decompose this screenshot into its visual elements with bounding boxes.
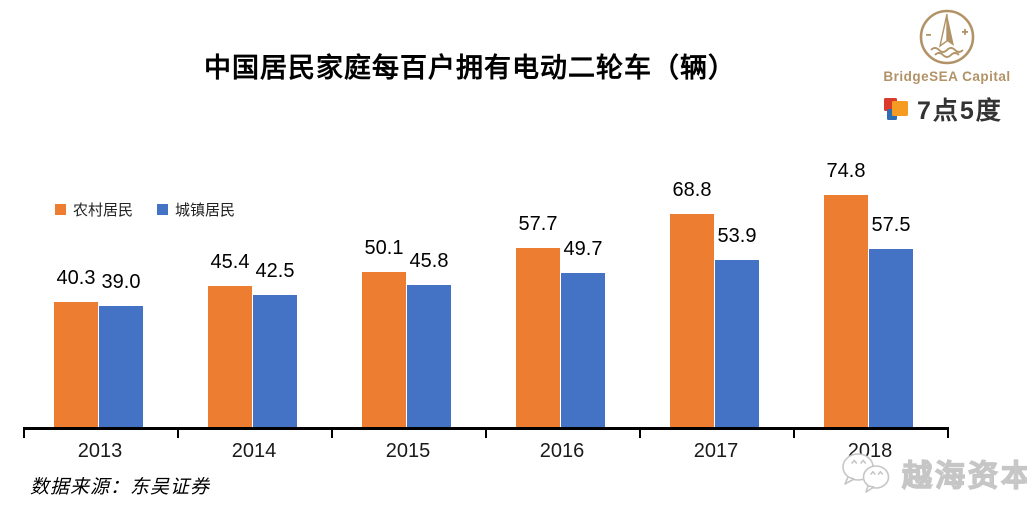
x-tick-label-2015: 2015 (385, 440, 431, 462)
x-tick-label-2017: 2017 (693, 440, 739, 462)
bar-rural-2017 (670, 214, 714, 427)
value-label-urban-2016: 49.7 (563, 238, 603, 260)
value-label-rural-2015: 50.1 (364, 237, 404, 259)
seven-five-degrees-logo: 7点5度 (879, 91, 1015, 127)
legend-swatch-rural (55, 204, 66, 215)
watermark: 越海资本 (838, 450, 1027, 496)
x-axis-tick (23, 428, 25, 438)
bar-urban-2015 (407, 285, 451, 427)
x-axis-tick (639, 428, 641, 438)
legend-label-urban: 城镇居民 (175, 202, 236, 219)
bar-urban-2013 (99, 306, 143, 427)
legend-swatch-urban (157, 204, 169, 215)
x-axis-tick (485, 428, 487, 438)
value-label-rural-2017: 68.8 (672, 179, 712, 201)
value-label-urban-2014: 42.5 (255, 260, 295, 282)
value-label-rural-2013: 40.3 (56, 267, 96, 289)
x-axis-tick (947, 428, 949, 438)
wechat-icon (842, 453, 890, 493)
source-note: 数据来源：东吴证券 (30, 477, 211, 498)
legend-label-rural: 农村居民 (73, 202, 134, 219)
bar-urban-2017 (715, 260, 759, 427)
value-label-rural-2018: 74.8 (826, 160, 866, 182)
chart-legend: 农村居民 城镇居民 (55, 199, 259, 220)
x-axis-tick (177, 428, 179, 438)
bar-rural-2018 (824, 195, 868, 427)
value-label-urban-2017: 53.9 (717, 225, 757, 247)
seven-five-degrees-text: 7点5度 (917, 97, 1003, 125)
brand-block: BridgeSEA Capital 7点5度 (879, 6, 1015, 127)
bridgesea-logo-icon (919, 9, 975, 65)
value-label-rural-2016: 57.7 (518, 213, 558, 235)
value-label-rural-2014: 45.4 (210, 251, 250, 273)
bar-urban-2018 (869, 249, 913, 427)
seven-five-degrees-logo-icon (884, 97, 908, 120)
bar-rural-2014 (208, 286, 252, 427)
bridgesea-logo-text: BridgeSEA Capital (883, 69, 1011, 84)
legend-item-rural: 农村居民 (55, 199, 133, 220)
x-axis-tick (331, 428, 333, 438)
bar-chart-plot: 40.3 39.0 2013 45.4 42.5 2014 50.1 45.8 2015 57.7… (23, 161, 949, 462)
value-label-urban-2018: 57.5 (871, 214, 911, 236)
value-label-urban-2015: 45.8 (409, 250, 449, 272)
bar-urban-2014 (253, 295, 297, 427)
watermark-text: 越海资本 (901, 459, 1027, 493)
bar-rural-2016 (516, 248, 560, 427)
chart-title: 中国居民家庭每百户拥有电动二轮车（辆） (204, 53, 736, 83)
x-tick-label-2014: 2014 (231, 440, 277, 462)
legend-item-urban: 城镇居民 (157, 199, 235, 220)
x-tick-label-2016: 2016 (539, 440, 585, 462)
bar-urban-2016 (561, 273, 605, 427)
x-axis-tick (793, 428, 795, 438)
x-tick-label-2013: 2013 (77, 440, 123, 462)
bar-rural-2013 (54, 302, 98, 427)
bar-rural-2015 (362, 272, 406, 427)
value-label-urban-2013: 39.0 (101, 271, 141, 293)
